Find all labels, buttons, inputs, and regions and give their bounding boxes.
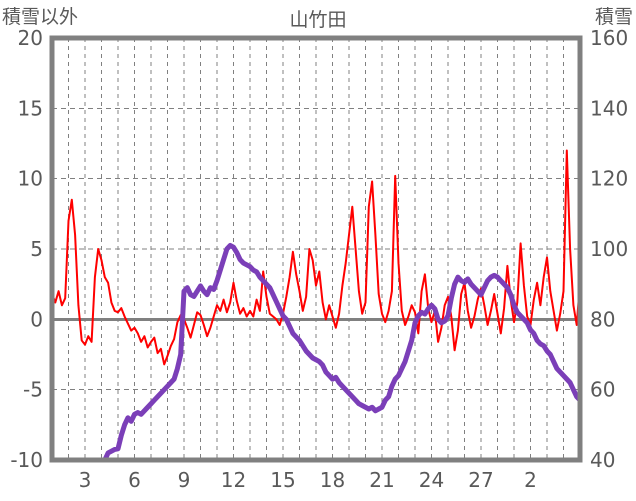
bottom-tick-label: 9 [178, 468, 191, 492]
left-tick-label: -10 [10, 448, 43, 472]
bottom-tick-label: 6 [128, 468, 141, 492]
bottom-tick-label: 24 [419, 468, 444, 492]
right-tick-label: 100 [590, 237, 628, 261]
series-line-1 [51, 149, 581, 366]
left-tick-label: 20 [18, 26, 43, 50]
tick-labels: 20 15 10 5 0 -5 -10 160 140 120 100 80 60 40 3 6 9 12 15 18… [10, 26, 628, 492]
bottom-tick-label: 3 [79, 468, 92, 492]
data-series-layer [51, 149, 583, 463]
right-tick-label: 140 [590, 96, 628, 120]
right-axis-title: 積雪 [594, 6, 633, 28]
left-axis-title: 積雪以外 [2, 6, 79, 28]
right-tick-label: 80 [590, 307, 615, 331]
left-tick-label: 5 [30, 237, 43, 261]
left-tick-label: 15 [18, 96, 43, 120]
bottom-tick-label: 18 [320, 468, 345, 492]
left-tick-label: 0 [30, 307, 43, 331]
bottom-tick-label: 21 [369, 468, 394, 492]
chart-title: 山竹田 [289, 9, 347, 31]
right-tick-label: 120 [590, 167, 628, 191]
gridlines [52, 38, 580, 460]
bottom-tick-label: 12 [221, 468, 246, 492]
series-line-2 [102, 242, 583, 463]
right-tick-label: 40 [590, 448, 615, 472]
left-tick-label: 10 [18, 167, 43, 191]
plot-frame [49, 35, 583, 463]
right-tick-label: 160 [590, 26, 628, 50]
bottom-tick-label: 27 [468, 468, 493, 492]
right-tick-label: 60 [590, 378, 615, 402]
left-tick-label: -5 [23, 378, 43, 402]
bottom-tick-label: 2 [524, 468, 537, 492]
bottom-tick-label: 15 [270, 468, 295, 492]
